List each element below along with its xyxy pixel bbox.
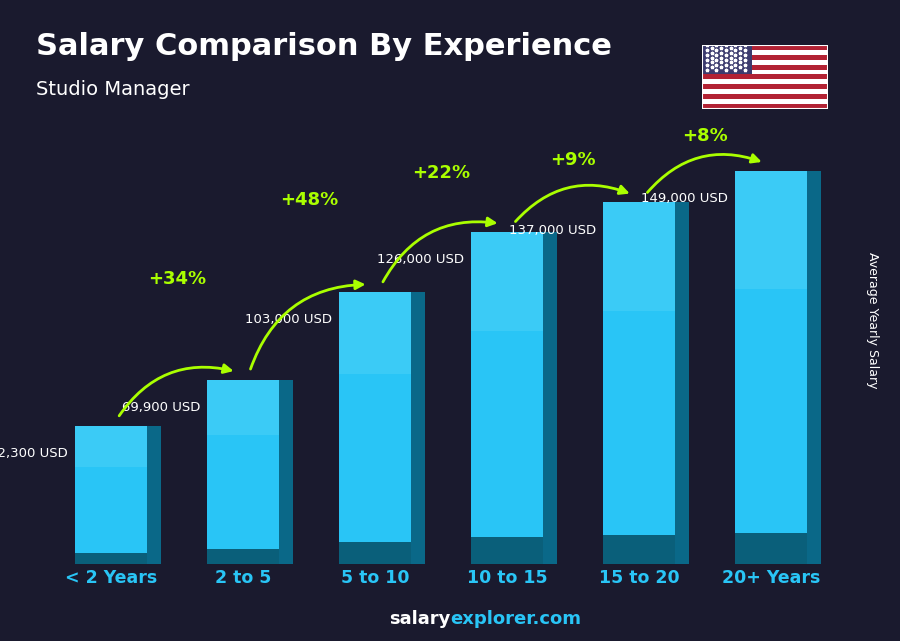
Text: salary: salary xyxy=(389,610,450,628)
FancyBboxPatch shape xyxy=(603,535,675,564)
FancyBboxPatch shape xyxy=(75,426,148,564)
Bar xyxy=(702,89,828,94)
Text: +22%: +22% xyxy=(412,165,470,183)
Bar xyxy=(702,104,828,109)
FancyBboxPatch shape xyxy=(207,379,279,435)
FancyBboxPatch shape xyxy=(734,533,807,564)
Text: +9%: +9% xyxy=(550,151,596,169)
FancyBboxPatch shape xyxy=(471,231,544,564)
Text: explorer.com: explorer.com xyxy=(450,610,581,628)
FancyBboxPatch shape xyxy=(734,171,807,289)
Bar xyxy=(702,45,752,74)
FancyBboxPatch shape xyxy=(75,426,148,467)
FancyBboxPatch shape xyxy=(603,203,675,311)
Bar xyxy=(702,69,828,74)
Bar xyxy=(702,50,828,54)
Text: 149,000 USD: 149,000 USD xyxy=(641,192,728,205)
FancyBboxPatch shape xyxy=(338,542,411,564)
Text: +34%: +34% xyxy=(148,270,206,288)
Text: Average Yearly Salary: Average Yearly Salary xyxy=(867,253,879,388)
Text: 103,000 USD: 103,000 USD xyxy=(245,313,332,326)
Text: 52,300 USD: 52,300 USD xyxy=(0,447,68,460)
FancyBboxPatch shape xyxy=(471,537,544,564)
Bar xyxy=(702,85,828,89)
FancyBboxPatch shape xyxy=(338,292,411,564)
Polygon shape xyxy=(279,379,292,564)
Text: +8%: +8% xyxy=(682,128,728,146)
FancyBboxPatch shape xyxy=(471,231,544,331)
Polygon shape xyxy=(148,426,160,564)
Bar xyxy=(702,94,828,99)
Bar xyxy=(702,60,828,65)
Bar xyxy=(702,65,828,69)
FancyBboxPatch shape xyxy=(207,549,279,564)
Text: 69,900 USD: 69,900 USD xyxy=(122,401,200,413)
Polygon shape xyxy=(675,203,688,564)
Text: 137,000 USD: 137,000 USD xyxy=(509,224,596,237)
Bar xyxy=(702,54,828,60)
Text: Studio Manager: Studio Manager xyxy=(36,80,190,99)
Bar xyxy=(702,79,828,85)
Polygon shape xyxy=(544,231,556,564)
FancyBboxPatch shape xyxy=(207,379,279,564)
Polygon shape xyxy=(411,292,425,564)
Bar xyxy=(702,99,828,104)
FancyBboxPatch shape xyxy=(75,553,148,564)
Text: Salary Comparison By Experience: Salary Comparison By Experience xyxy=(36,32,612,61)
Polygon shape xyxy=(807,171,821,564)
FancyBboxPatch shape xyxy=(338,292,411,374)
Bar xyxy=(702,45,828,50)
FancyBboxPatch shape xyxy=(734,171,807,564)
Text: +48%: +48% xyxy=(280,191,338,209)
Text: 126,000 USD: 126,000 USD xyxy=(377,253,464,265)
Bar xyxy=(702,74,828,79)
FancyBboxPatch shape xyxy=(603,203,675,564)
